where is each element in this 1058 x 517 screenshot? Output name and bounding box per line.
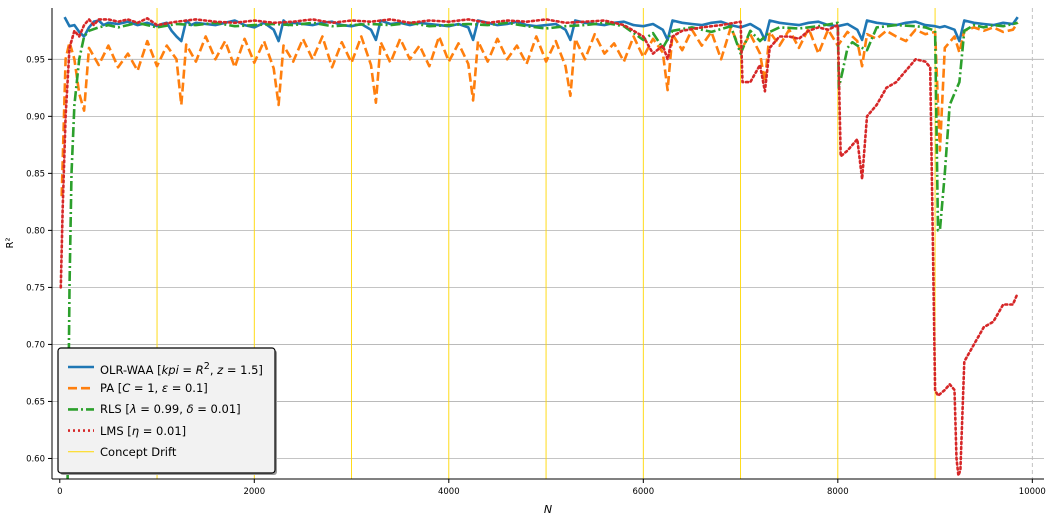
legend-label-1: PA [C = 1, ε = 0.1] (100, 381, 208, 395)
y-tick-label-2: 0.70 (26, 340, 45, 350)
concept-drift-layer (156, 8, 1033, 479)
series-line-1 (60, 22, 1019, 197)
x-tick-label-3: 6000 (632, 487, 654, 497)
x-tick-label-0: 0 (57, 487, 62, 497)
y-tick-label-1: 0.65 (26, 397, 45, 407)
x-tick-label-5: 10000 (1019, 487, 1046, 497)
y-tick-label-3: 0.75 (26, 283, 45, 293)
legend-label-0: OLR-WAA [kpi = R2, z = 1.5] (100, 361, 263, 376)
y-axis-label: R² (5, 238, 16, 249)
legend-label-2: RLS [λ = 0.99, δ = 0.01] (100, 402, 241, 416)
y-tick-label-0: 0.60 (26, 454, 45, 464)
y-tick-label-6: 0.90 (26, 112, 45, 122)
x-tick-label-1: 2000 (243, 487, 265, 497)
legend-label-3: LMS [η = 0.01] (100, 424, 186, 438)
series-line-3 (59, 16, 1020, 477)
legend-box (57, 347, 276, 474)
series-layer (59, 16, 1020, 480)
series-line-2 (66, 21, 1019, 480)
legend: OLR-WAA [kpi = R2, z = 1.5] PA [C = 1, ε … (57, 347, 277, 475)
y-tick-label-7: 0.95 (26, 55, 45, 65)
y-tick-label-5: 0.85 (26, 169, 45, 179)
x-tick-label-4: 8000 (827, 487, 849, 497)
axes-layer: 0 2000 4000 6000 8000 10000 0.60 0.65 0.70 0.75 0.… (26, 8, 1046, 497)
y-tick-label-4: 0.80 (26, 226, 45, 236)
x-axis-label: N (544, 503, 552, 516)
x-tick-label-2: 4000 (438, 487, 460, 497)
legend-label-4: Concept Drift (100, 445, 176, 459)
